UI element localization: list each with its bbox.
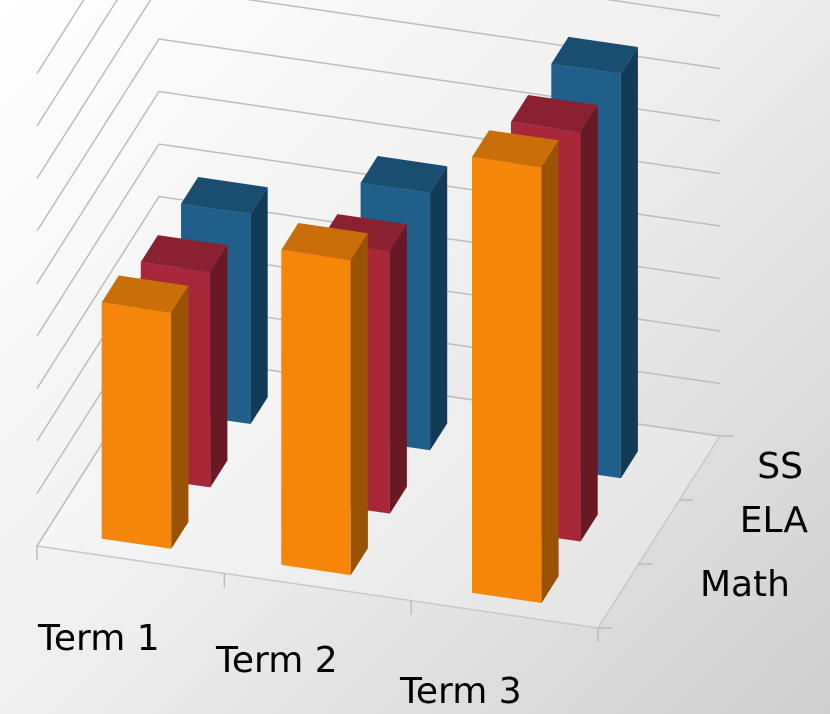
bar-top-face xyxy=(281,223,368,261)
series-label: ELA xyxy=(740,500,809,541)
x-tick-label: Term 3 xyxy=(399,671,522,712)
bar-math-term-3 xyxy=(472,130,559,604)
bar-side-face xyxy=(620,47,638,479)
bar-top-face xyxy=(472,130,559,168)
bar-side-face xyxy=(541,140,559,604)
bar-side-face xyxy=(430,166,448,451)
bar-top-face xyxy=(551,36,638,74)
bar-side-face xyxy=(210,245,228,488)
bar-top-face xyxy=(511,95,598,132)
bar-front-face xyxy=(101,302,172,549)
bars xyxy=(101,36,638,604)
bar-front-face xyxy=(472,157,542,603)
bar-math-term-1 xyxy=(101,275,189,549)
bar-top-face xyxy=(101,275,189,313)
bar-math-term-2 xyxy=(281,223,368,576)
x-tick-label: Term 1 xyxy=(37,618,160,659)
gridline xyxy=(36,0,721,179)
axis-ticks xyxy=(36,435,734,642)
gridline xyxy=(36,0,85,74)
bar-side-face xyxy=(171,285,189,549)
gridline xyxy=(36,0,721,127)
series-axis-labels: Math ELA SS xyxy=(700,446,808,605)
bar-side-face xyxy=(350,233,368,576)
bar-top-face xyxy=(360,156,448,193)
series-label: SS xyxy=(757,446,803,487)
x-tick-label: Term 2 xyxy=(215,640,338,681)
bar-front-face xyxy=(281,249,351,576)
x-axis-labels: Term 1 Term 2 Term 3 xyxy=(37,618,522,712)
series-label: Math xyxy=(700,564,790,605)
bar-top-face xyxy=(140,235,228,273)
bar-side-face xyxy=(580,105,598,542)
bar-top-face xyxy=(181,177,268,214)
bar-side-face xyxy=(250,187,268,424)
bar-side-face xyxy=(389,224,407,514)
gridline xyxy=(36,38,721,232)
